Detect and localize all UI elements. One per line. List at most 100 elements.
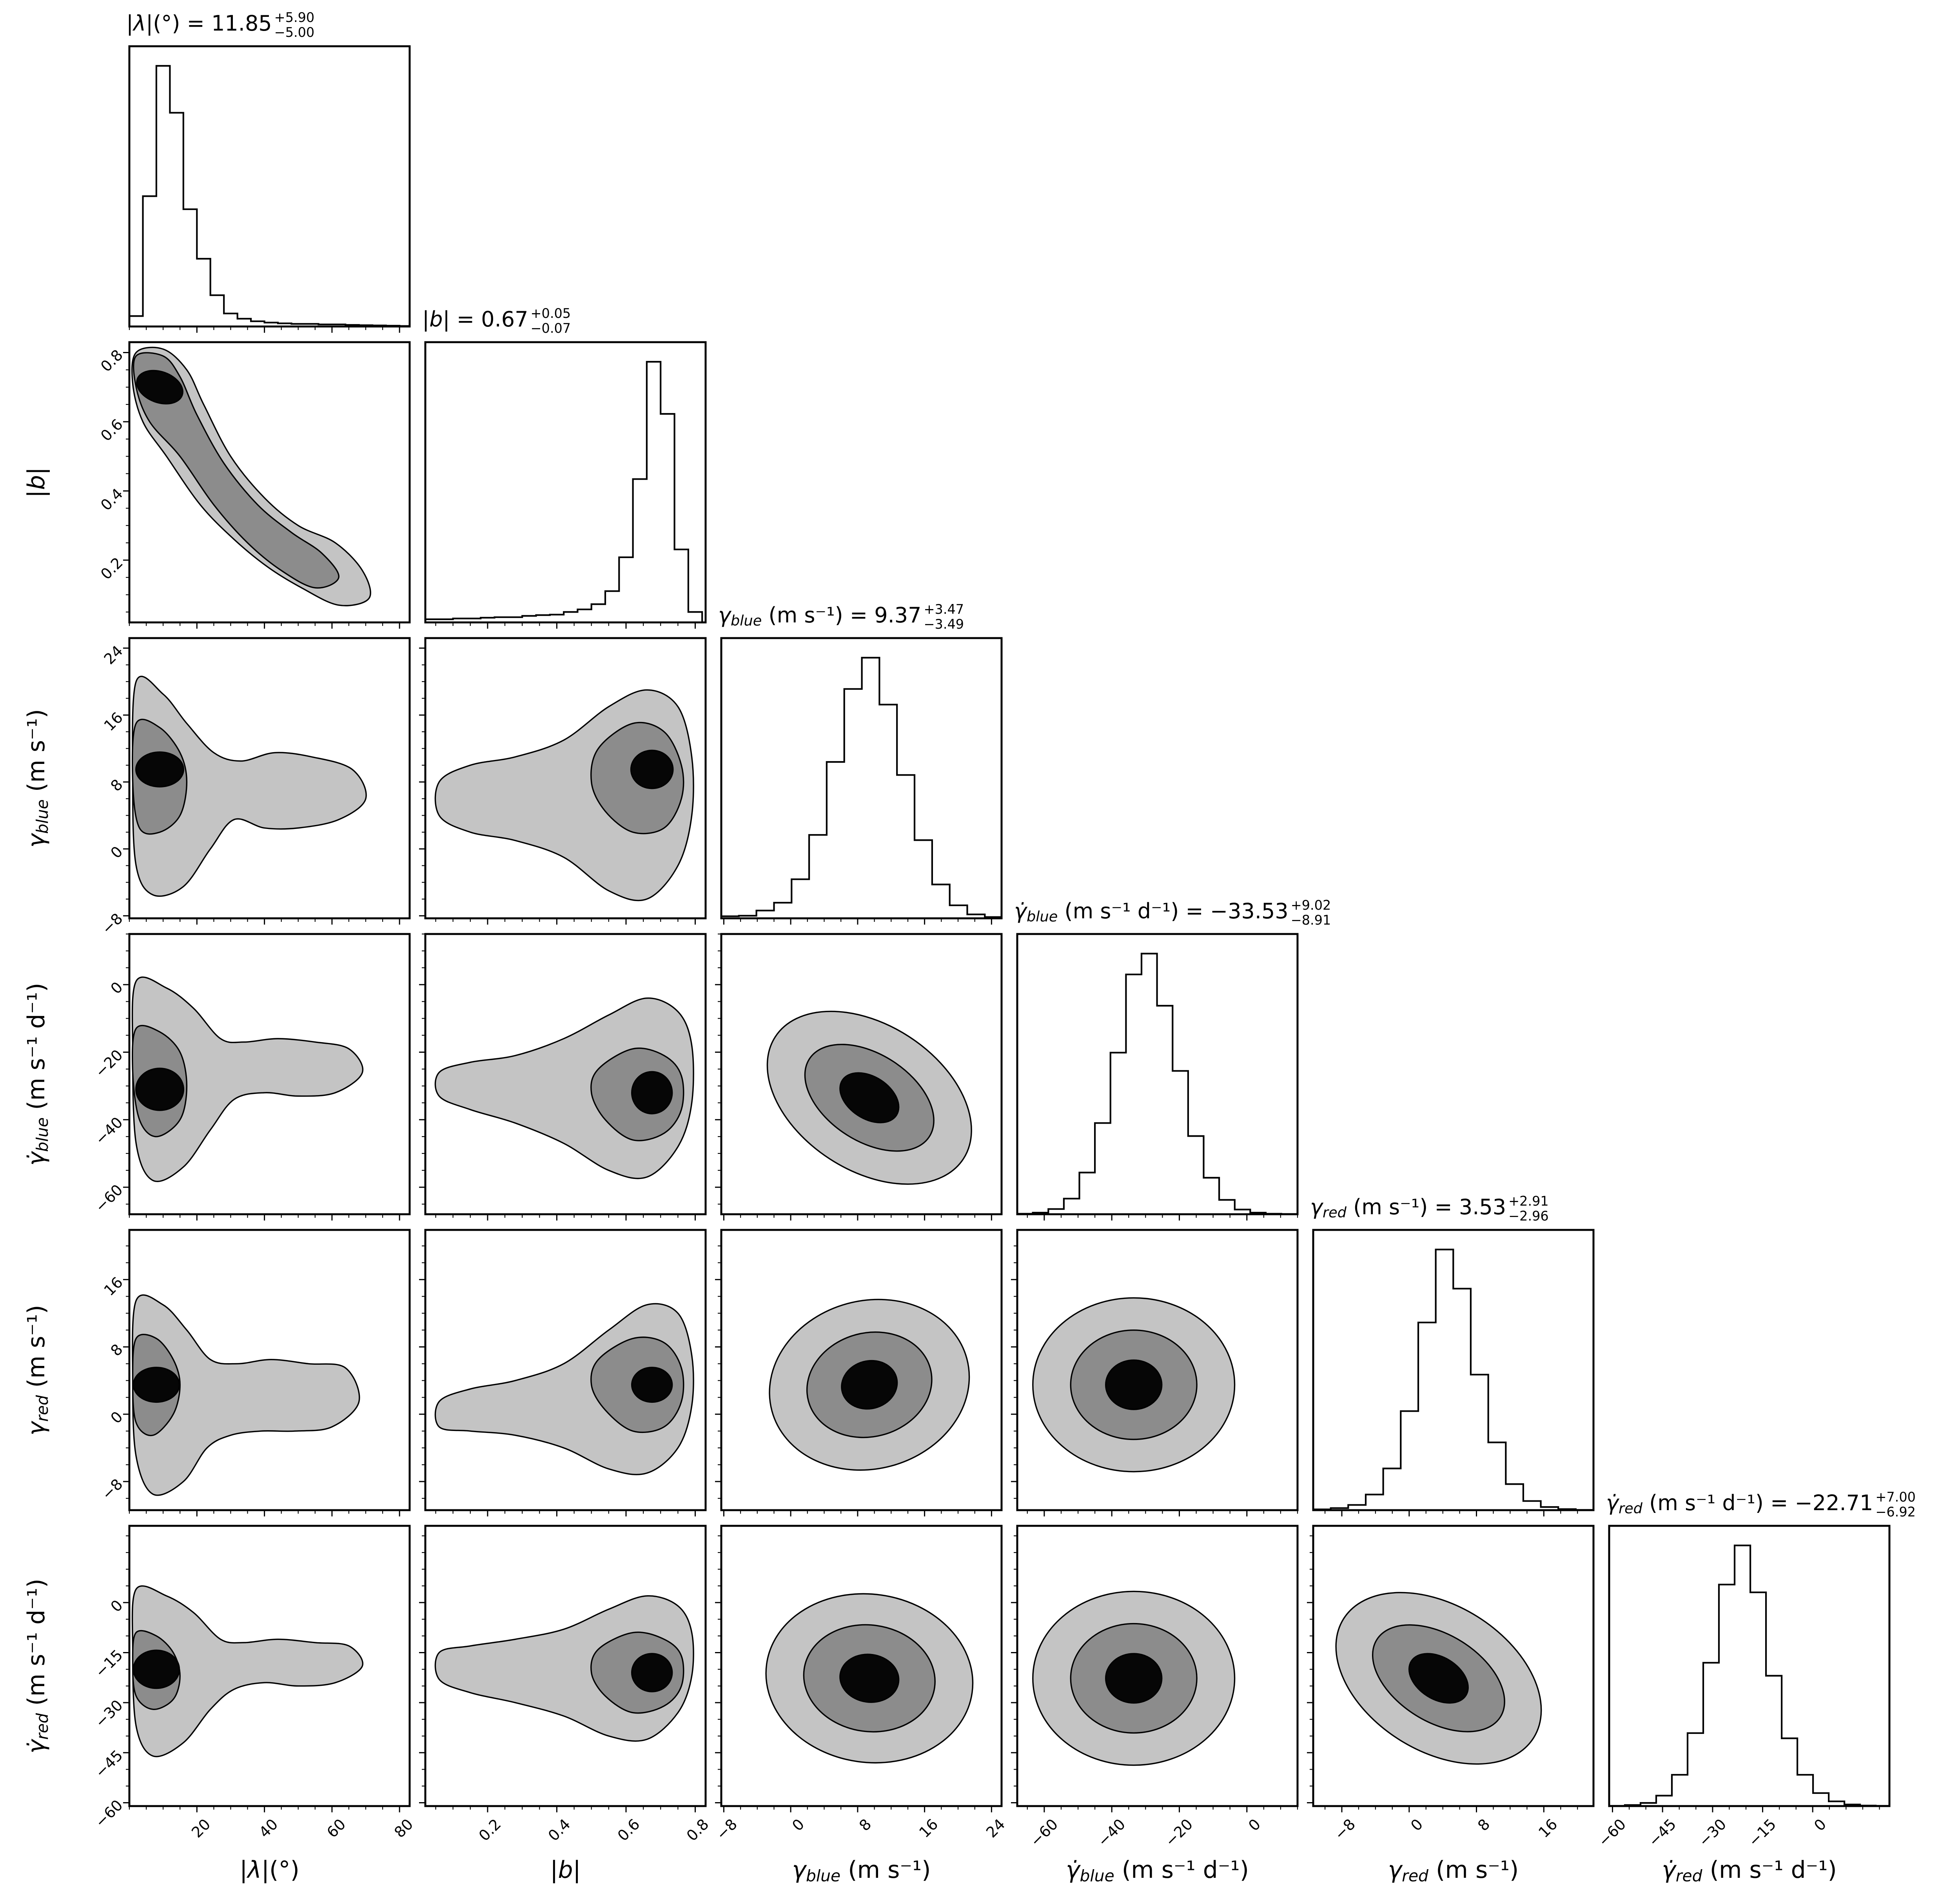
- contour-svg: [123, 1525, 411, 1812]
- histogram-svg: [1016, 933, 1299, 1221]
- contour-inner: [132, 1367, 180, 1403]
- param-subscript: red: [33, 1713, 52, 1740]
- tick-label-text: −8: [98, 1475, 126, 1503]
- contour-svg: [1307, 1525, 1595, 1812]
- param-unit: (m s⁻¹ d⁻¹): [1114, 1856, 1249, 1884]
- param-subscript: red: [1618, 1500, 1642, 1517]
- param-symbol: |λ|: [240, 1856, 270, 1884]
- param-unit: (°): [153, 11, 180, 36]
- param-subscript: blue: [806, 1866, 841, 1885]
- param-symbol: γ̇: [23, 1739, 51, 1754]
- title-gamma_red: γred (m s⁻¹) = 3.53 +2.91 −2.96: [1310, 1194, 1549, 1223]
- panel-frame: [424, 637, 707, 919]
- tick-label-text: −8: [1331, 1815, 1359, 1843]
- tick-label-text: 80: [390, 1815, 417, 1841]
- param-unit: (m s⁻¹): [840, 1856, 931, 1884]
- param-subscript: blue: [1080, 1866, 1114, 1885]
- histogram-svg: [424, 341, 707, 629]
- estimate-value: 9.37: [874, 603, 922, 628]
- param-unit: (m s⁻¹ d⁻¹): [1702, 1856, 1837, 1884]
- panel-r0c0: [128, 45, 411, 333]
- tick-label-text: 0.8: [683, 1815, 712, 1844]
- param-unit: (°): [269, 1856, 299, 1884]
- panel-r5c3: [1011, 1525, 1299, 1812]
- error-minus: −3.49: [924, 616, 964, 632]
- estimate-value: 11.85: [211, 11, 272, 36]
- tick-label-text: −60: [91, 1796, 126, 1831]
- panel-frame: [128, 933, 411, 1215]
- tick-label-text: 0: [1407, 1815, 1426, 1835]
- panel-r2c1: [419, 637, 707, 925]
- tick-label-text: 16: [100, 1273, 126, 1299]
- param-unit: (m s⁻¹ d⁻¹): [1058, 899, 1179, 924]
- param-subscript: blue: [33, 799, 52, 834]
- tick-label-text: 8: [107, 776, 126, 795]
- tick-label-text: 0: [1245, 1815, 1264, 1835]
- contour-inner: [132, 1649, 180, 1689]
- param-subscript: blue: [33, 1117, 52, 1152]
- estimate-value: −22.71: [1795, 1491, 1873, 1516]
- histogram-svg: [128, 45, 411, 333]
- param-unit: (m s⁻¹): [23, 1304, 51, 1395]
- param-symbol: γ̇: [1662, 1856, 1676, 1884]
- histogram-path: [1016, 952, 1298, 1215]
- panel-r2c0: [123, 637, 411, 925]
- panel-r5c4: [1307, 1525, 1595, 1812]
- histogram-svg: [720, 637, 1003, 925]
- tick-label-text: 0: [789, 1815, 808, 1835]
- param-symbol: γ: [718, 603, 731, 628]
- y-axis-label-gamma_red: γred (m s⁻¹): [23, 1305, 52, 1436]
- histogram-path: [1312, 1248, 1594, 1511]
- panel-frame: [1016, 1525, 1299, 1807]
- tick-label-text: 8: [855, 1815, 875, 1835]
- param-symbol: γ: [1310, 1195, 1323, 1220]
- histogram-path: [424, 361, 703, 622]
- contour-svg: [1011, 1525, 1299, 1812]
- error-plus: +3.47: [924, 602, 964, 617]
- panel-r3c2: [715, 933, 1003, 1221]
- estimate-value: 0.67: [481, 307, 528, 332]
- contour-svg: [419, 1229, 707, 1516]
- tick-label-text: −45: [91, 1746, 126, 1781]
- tick-label-text: 16: [1535, 1815, 1561, 1841]
- contour-svg: [715, 1525, 1003, 1812]
- contour-inner: [1408, 1653, 1469, 1704]
- tick-label-text: 0: [107, 843, 126, 862]
- title-gamma_dot_red: γ̇red (m s⁻¹ d⁻¹) = −22.71 +7.00 −6.92: [1606, 1490, 1916, 1519]
- error-plus: +9.02: [1290, 898, 1331, 913]
- param-symbol: |b|: [23, 467, 51, 498]
- param-symbol: |b|: [422, 307, 450, 332]
- panel-frame: [720, 1525, 1003, 1807]
- contour-svg: [1011, 1229, 1299, 1516]
- x-axis-label-gamma_dot_red: γ̇red (m s⁻¹ d⁻¹): [1662, 1856, 1837, 1885]
- panel-r5c0: [123, 1525, 411, 1812]
- contour-outer: [132, 676, 367, 897]
- param-unit: (m s⁻¹): [1346, 1195, 1428, 1220]
- contour-svg: [123, 341, 411, 629]
- contour-svg: [715, 1229, 1003, 1516]
- error-minus: −0.07: [530, 320, 571, 336]
- param-subscript: red: [1675, 1866, 1702, 1885]
- param-unit: (m s⁻¹ d⁻¹): [23, 1578, 51, 1713]
- contour-svg: [123, 933, 411, 1221]
- error-stack: +7.00 −6.92: [1875, 1490, 1916, 1519]
- contour-svg: [715, 933, 1003, 1221]
- histogram-path: [720, 657, 1003, 918]
- param-unit: (m s⁻¹): [1428, 1856, 1519, 1884]
- tick-label-text: −40: [1094, 1815, 1129, 1850]
- param-symbol: γ: [792, 1856, 806, 1884]
- tick-label-text: 60: [323, 1815, 349, 1841]
- param-unit: (m s⁻¹ d⁻¹): [1642, 1491, 1764, 1516]
- panel-frame: [128, 1525, 411, 1807]
- panel-r5c1: [419, 1525, 707, 1812]
- panel-frame: [720, 1229, 1003, 1511]
- contour-inner: [841, 1360, 898, 1410]
- param-symbol: γ: [23, 834, 51, 848]
- panel-r4c1: [419, 1229, 707, 1516]
- tick-label-text: −30: [1695, 1815, 1730, 1850]
- panel-frame: [424, 1229, 707, 1511]
- error-minus: −2.96: [1508, 1208, 1549, 1224]
- error-stack: +0.05 −0.07: [530, 306, 571, 336]
- title-abs_lambda: |λ|(°) = 11.85 +5.90 −5.00: [126, 10, 314, 40]
- param-unit: (m s⁻¹): [762, 603, 843, 628]
